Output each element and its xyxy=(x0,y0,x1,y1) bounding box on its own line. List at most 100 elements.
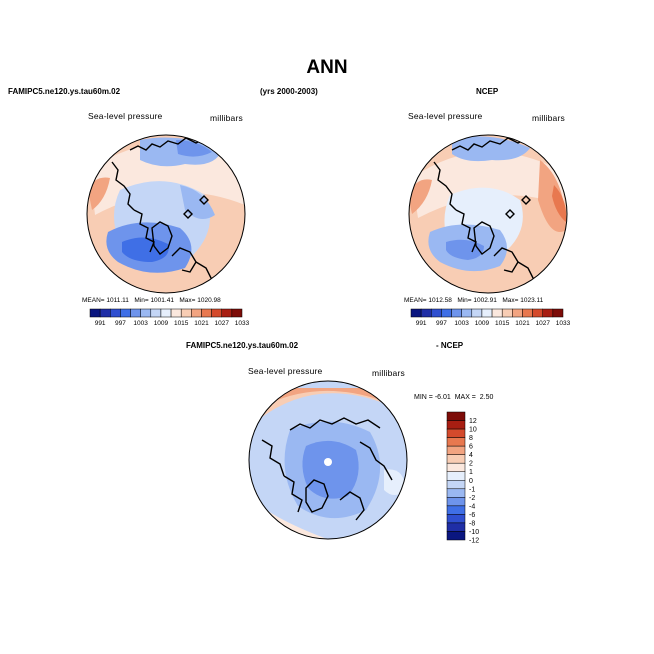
panel3-colorbar-swatch xyxy=(446,462,466,472)
panel1-colorbar-swatch xyxy=(150,308,162,318)
panel3-coast-alaska xyxy=(261,439,285,477)
panel1-coastlines xyxy=(111,137,231,287)
panel1-units-label: millibars xyxy=(210,113,243,123)
panel1-colorbar-tick-label: 1015 xyxy=(174,320,189,327)
panel3-colorbar-tick-label: -4 xyxy=(469,503,475,510)
panel3-colorbar-tick-label: -8 xyxy=(469,520,475,527)
panel3-coast-canada xyxy=(283,475,303,513)
panel2-map-border xyxy=(408,134,568,294)
panel1-colorbar-swatch xyxy=(130,308,141,318)
panel1-coast-alaska xyxy=(111,161,135,211)
panel2-colorbar-tick-label: 1033 xyxy=(556,320,571,327)
panel1-colorbar-tick-label: 997 xyxy=(115,320,126,327)
panel2-colorbar-swatch xyxy=(532,308,543,318)
panel2-colorbar-swatch xyxy=(451,308,462,318)
panel2-min-label: Min= xyxy=(457,297,472,304)
panel3-colorbar-tick-label: 4 xyxy=(469,452,473,459)
panel3-north-positive xyxy=(250,390,404,420)
panel2-colorbar-tick-label: 1027 xyxy=(535,320,550,327)
panel1-pacific-high xyxy=(88,177,110,210)
panel3-colorbar-swatch xyxy=(446,420,466,430)
panel3-colorbar-swatch xyxy=(446,411,466,421)
panel1-mean-value: 1011.11 xyxy=(106,297,129,304)
panel3-colorbar-swatch xyxy=(446,480,466,490)
panel1-max-label: Max= xyxy=(179,297,196,304)
panel1-colorbar-swatch xyxy=(140,308,152,318)
panel3-colorbar-swatch xyxy=(446,454,466,464)
panel1-colorbar-tick-label: 1021 xyxy=(194,320,209,327)
panel3-colorbar-swatch xyxy=(446,531,466,541)
panel1-colorbar-swatch xyxy=(221,308,233,318)
panel1-mean-label: MEAN= xyxy=(82,297,105,304)
panel1-map-border xyxy=(86,134,246,294)
panel3-map xyxy=(249,381,407,539)
panel1-colorbar: 991 997 1003 1009 1015 1021 1027 1033 xyxy=(89,308,250,327)
panel2-max-label: Max= xyxy=(502,297,519,304)
panel3-colorbar-swatch xyxy=(446,488,466,498)
panel1-colorbar-swatch xyxy=(89,308,101,318)
panel2-colorbar: 991 997 1003 1009 1015 1021 1027 1033 xyxy=(410,308,571,327)
panel2-colorbar-swatch xyxy=(491,308,503,318)
panel3-colorbar-tick-label: 12 xyxy=(469,418,477,425)
panel2-colorbar-swatch xyxy=(410,308,422,318)
panel1-colorbar-tick-label: 991 xyxy=(95,320,106,327)
panel1-colorbar-swatch xyxy=(120,308,131,318)
panel1-field-label: Sea-level pressure xyxy=(88,111,163,121)
panel2-mean-label: MEAN= xyxy=(404,297,427,304)
panel2-colorbar-tick-label: 1003 xyxy=(454,320,469,327)
panel3-colorbar-tick-label: 10 xyxy=(469,427,477,434)
panel3-coast-scandinavia xyxy=(339,491,365,521)
panel3-map-border xyxy=(248,380,408,540)
panel1-map xyxy=(87,135,245,293)
panel2-colorbar-tick-label: 991 xyxy=(416,320,427,327)
panel1-colorbar-swatch xyxy=(231,308,243,318)
panel3-units-label: millibars xyxy=(372,368,405,378)
panel1-colorbar-swatch xyxy=(191,308,202,318)
panel2-coast-scandinavia xyxy=(493,247,519,273)
panel2-coast-islands xyxy=(505,195,531,219)
years-header: (yrs 2000-2003) xyxy=(260,87,318,96)
panel1-colorbar-tick-label: 1033 xyxy=(235,320,250,327)
obs-header: NCEP xyxy=(476,87,499,96)
panel2-colorbar-swatch xyxy=(542,308,554,318)
panel2-colorbar-tick-label: 1021 xyxy=(515,320,530,327)
model-case-header: FAMIPC5.ne120.ys.tau60m.02 xyxy=(8,87,121,96)
panel3-colorbar-tick-label: -10 xyxy=(469,529,479,536)
panel2-colorbar-swatch xyxy=(552,308,564,318)
panel3-colorbar-swatch xyxy=(446,428,466,438)
panel2-north-low xyxy=(452,136,530,162)
panel1-min-label: Min= xyxy=(134,297,149,304)
panel2-colorbar-tick-label: 1009 xyxy=(475,320,490,327)
panel3-colorbar-tick-label: -12 xyxy=(469,538,479,545)
panel3-colorbar-tick-label: 0 xyxy=(469,478,473,485)
panel1-coast-islands xyxy=(183,195,209,219)
panel3-central-negative-core xyxy=(302,440,359,499)
panel3-colorbar-swatch xyxy=(446,445,466,455)
panel1-colorbar-swatch xyxy=(180,308,192,318)
panel2-colorbar-tick-label: 997 xyxy=(436,320,447,327)
panel1-stats: MEAN= 1011.11 Min= 1001.41 Max= 1020.98 xyxy=(82,297,221,304)
panel2-colorbar-swatch xyxy=(522,308,533,318)
panel2-colorbar-swatch xyxy=(481,308,493,318)
panel3-colorbar-tick-label: -6 xyxy=(469,512,475,519)
panel2-map xyxy=(409,135,567,293)
panel3-coastlines xyxy=(261,417,393,521)
panel2-colorbar-swatch xyxy=(501,308,513,318)
diff-obs-header: - NCEP xyxy=(436,341,464,350)
panel1-colorbar-swatch xyxy=(99,308,111,318)
panel1-colorbar-swatch xyxy=(160,308,172,318)
panel3-min-value: -6.01 xyxy=(434,394,451,401)
panel2-stats: MEAN= 1012.58 Min= 1002.91 Max= 1023.11 xyxy=(404,297,543,304)
panel1-colorbar-swatch xyxy=(110,308,121,318)
panel2-coast-greenland xyxy=(473,221,495,255)
panel2-pacific-high xyxy=(409,179,432,214)
panel2-siberia-high-core xyxy=(552,185,567,222)
panel1-siberia-low-inner xyxy=(176,140,212,157)
panel1-coast-greenland xyxy=(151,221,173,255)
panel3-coast-eurasia xyxy=(289,417,381,431)
panel3-max-value: 2.50 xyxy=(479,394,494,401)
panel1-colorbar-swatch xyxy=(211,308,222,318)
panel1-colorbar-tick-label: 1003 xyxy=(133,320,148,327)
